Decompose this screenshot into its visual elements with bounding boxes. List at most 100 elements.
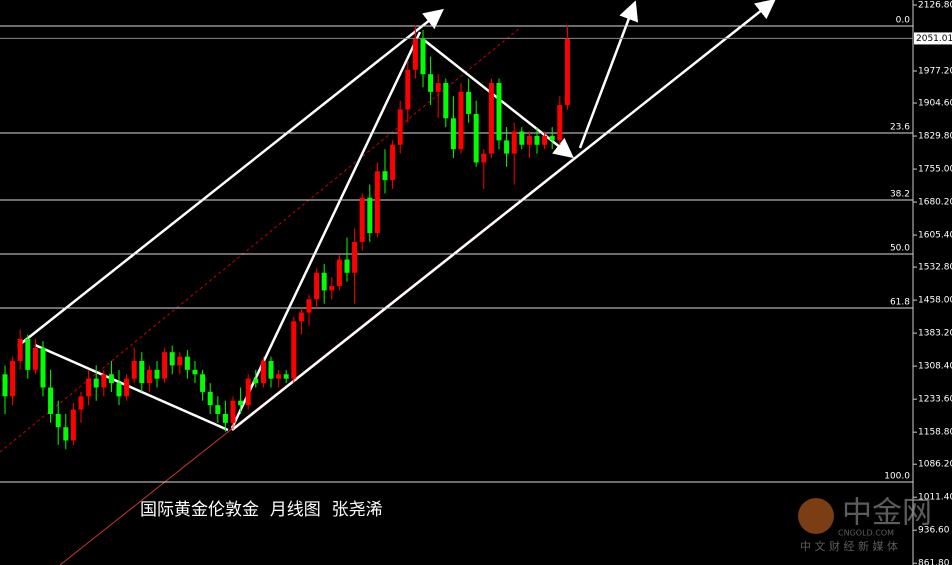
y-tick-label: 1383.20	[918, 329, 952, 339]
arrow	[231, 0, 776, 431]
y-tick-label: 1532.80	[918, 263, 952, 273]
candle-body	[374, 171, 380, 234]
level-label: 61.8	[890, 297, 910, 307]
candle-body	[184, 356, 190, 370]
candle-body	[420, 38, 426, 75]
level-label: 0.0	[896, 15, 911, 25]
candle-body	[48, 387, 54, 414]
brand: 中金网	[842, 496, 932, 531]
trend-line	[230, 31, 422, 429]
level-label: 38.2	[890, 189, 910, 199]
y-tick-label: 1680.20	[918, 198, 952, 208]
candle-body	[405, 69, 411, 110]
arrow	[578, 0, 639, 149]
candle-body	[488, 83, 494, 154]
candle-body	[222, 413, 228, 423]
candle-body	[63, 427, 69, 441]
candle-body	[496, 83, 502, 141]
candle-body	[382, 171, 388, 181]
candle-body	[124, 378, 130, 397]
candle-body	[428, 74, 434, 92]
candle-body	[473, 113, 479, 163]
candle-body	[344, 259, 350, 273]
candle-body	[2, 374, 8, 397]
arrow	[17, 8, 444, 347]
candle-body	[230, 400, 236, 423]
candle-body	[207, 391, 213, 406]
candle-body	[504, 140, 510, 154]
y-tick-label: 1605.40	[918, 231, 952, 241]
watermark: 中金网 CNGOLD.COM 中 文 财 经 新 媒 体	[798, 496, 932, 553]
candle-body	[40, 347, 46, 388]
candle-body	[253, 378, 259, 384]
candle-body	[306, 299, 312, 313]
y-tick-label: 1086.20	[918, 460, 952, 470]
y-tick-label: 1158.80	[918, 428, 952, 438]
level-label: 50.0	[890, 244, 910, 254]
candle-body	[526, 135, 532, 145]
y-tick-label: 861.80	[918, 559, 950, 565]
candle-body	[200, 374, 206, 392]
y-tick-label: 2126.80	[918, 0, 952, 10]
candle-body	[25, 338, 31, 370]
candle-body	[131, 361, 137, 379]
candle-body	[283, 374, 289, 379]
candle-body	[314, 272, 320, 300]
candle-body	[238, 400, 244, 406]
candle-body	[177, 356, 183, 366]
drawings	[0, 0, 914, 565]
trend-line	[34, 343, 229, 432]
candle-body	[154, 369, 160, 379]
candle-body	[336, 259, 342, 287]
candle-body	[352, 241, 358, 273]
candle-body	[116, 383, 122, 397]
last-price-box	[914, 32, 952, 45]
candle-body	[329, 286, 335, 291]
y-tick-label: 936.60	[918, 526, 950, 536]
candle-body	[192, 369, 198, 375]
channel-line	[0, 27, 521, 453]
y-tick-label: 1308.40	[918, 362, 952, 372]
candle-body	[564, 38, 570, 106]
candle-body	[245, 378, 251, 406]
candle-body	[32, 347, 38, 370]
slogan: 中 文 财 经 新 媒 体	[800, 539, 898, 553]
candle-body	[78, 396, 84, 410]
candle-body	[435, 83, 441, 92]
candle-body	[359, 197, 365, 242]
candle-body	[549, 135, 555, 141]
candle-body	[557, 105, 563, 141]
y-tick-label: 1829.80	[918, 132, 952, 142]
level-label: 23.6	[890, 123, 910, 133]
candle-body	[412, 38, 418, 70]
candle-body	[534, 135, 540, 145]
candle-body	[70, 409, 76, 441]
plot	[0, 4, 917, 564]
candle-body	[511, 131, 517, 154]
y-tick-label: 1904.60	[918, 99, 952, 109]
chart-title: 国际黄金伦敦金 月线图 张尧浠	[140, 500, 383, 520]
candle-body	[390, 144, 396, 181]
candle-body	[169, 352, 175, 366]
level-label: 100.0	[884, 471, 910, 481]
logo	[798, 498, 834, 534]
candle-body	[86, 378, 92, 397]
candle-body	[466, 91, 472, 114]
candle-body	[260, 361, 266, 384]
candle-body	[139, 361, 145, 384]
candle-body	[108, 374, 114, 384]
candle-body	[215, 405, 221, 414]
candle-body	[93, 378, 99, 388]
candle-body	[276, 374, 282, 379]
candle-body	[101, 374, 107, 388]
y-tick-label: 1755.00	[918, 165, 952, 175]
candle-body	[162, 352, 168, 379]
candle-body	[519, 131, 525, 145]
candle-body	[450, 118, 456, 150]
candle-body	[298, 312, 304, 322]
candle-body	[268, 361, 274, 379]
candle-body	[146, 369, 152, 384]
y-tick-label: 1458.00	[918, 296, 952, 306]
candle-body	[542, 135, 548, 145]
